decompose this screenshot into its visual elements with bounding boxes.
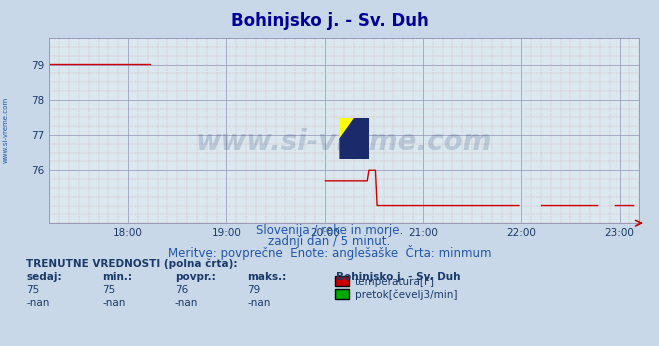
Text: 79: 79 [247,285,260,295]
Bar [339,118,355,138]
Text: -nan: -nan [102,298,125,308]
Text: 75: 75 [26,285,40,295]
Text: -nan: -nan [175,298,198,308]
Text: 76: 76 [175,285,188,295]
Text: www.si-vreme.com: www.si-vreme.com [2,97,9,163]
Text: Bohinjsko j. - Sv. Duh: Bohinjsko j. - Sv. Duh [336,272,461,282]
Text: www.si-vreme.com: www.si-vreme.com [196,128,492,156]
Text: 75: 75 [102,285,115,295]
Text: temperatura[F]: temperatura[F] [355,277,434,287]
Text: TRENUTNE VREDNOSTI (polna črta):: TRENUTNE VREDNOSTI (polna črta): [26,259,238,269]
Text: pretok[čevelj3/min]: pretok[čevelj3/min] [355,290,457,300]
Text: Bohinjsko j. - Sv. Duh: Bohinjsko j. - Sv. Duh [231,12,428,30]
Polygon shape [339,118,369,159]
Bar [355,138,369,159]
Text: povpr.:: povpr.: [175,272,215,282]
Text: -nan: -nan [26,298,49,308]
Text: min.:: min.: [102,272,132,282]
Text: -nan: -nan [247,298,270,308]
Text: maks.:: maks.: [247,272,287,282]
Text: Slovenija / reke in morje.: Slovenija / reke in morje. [256,224,403,237]
Text: Meritve: povprečne  Enote: anglešaške  Črta: minmum: Meritve: povprečne Enote: anglešaške Črt… [168,245,491,260]
Text: zadnji dan / 5 minut.: zadnji dan / 5 minut. [268,235,391,248]
Text: sedaj:: sedaj: [26,272,62,282]
